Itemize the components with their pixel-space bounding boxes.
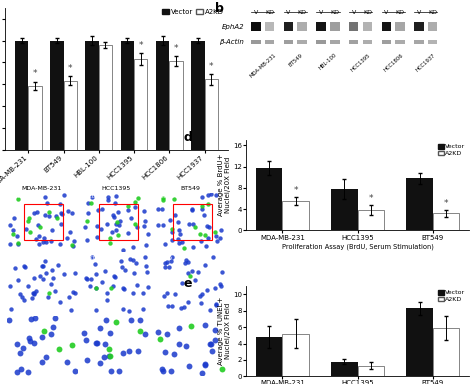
Bar <box>407 178 433 230</box>
Bar <box>433 214 459 230</box>
Bar <box>395 22 405 31</box>
Text: KD: KD <box>265 10 274 15</box>
Y-axis label: Average % BrdU+
Nuclei/20X Field: Average % BrdU+ Nuclei/20X Field <box>219 154 231 217</box>
Bar <box>50 41 64 150</box>
Text: β-Actin: β-Actin <box>219 39 244 45</box>
Legend: Vector, A2KD: Vector, A2KD <box>437 289 466 303</box>
Bar <box>382 40 391 44</box>
Text: d: d <box>183 131 192 144</box>
Bar <box>284 40 293 44</box>
Text: *: * <box>293 186 298 195</box>
Bar <box>433 328 459 376</box>
Bar <box>64 81 77 150</box>
Bar <box>283 201 309 230</box>
Bar <box>357 366 384 376</box>
Bar <box>121 41 134 150</box>
Text: *: * <box>174 44 178 53</box>
Text: HBL-100: HBL-100 <box>318 53 338 71</box>
Bar <box>85 41 99 150</box>
Bar <box>395 40 405 44</box>
Bar <box>251 22 261 31</box>
Text: BT549: BT549 <box>287 53 303 68</box>
Text: *: * <box>138 41 143 50</box>
Bar <box>191 41 204 150</box>
Bar <box>251 40 261 44</box>
Bar <box>414 40 424 44</box>
Bar <box>265 22 274 31</box>
Bar <box>407 308 433 376</box>
Text: HCC1395: HCC1395 <box>102 186 131 191</box>
Text: MDA-MB-231: MDA-MB-231 <box>248 53 277 79</box>
Text: MDA-MB-231: MDA-MB-231 <box>22 186 62 191</box>
Text: V: V <box>417 10 421 15</box>
Bar <box>428 22 438 31</box>
Bar <box>331 362 357 376</box>
Text: *: * <box>68 64 73 73</box>
Bar <box>349 22 358 31</box>
Text: V: V <box>254 10 258 15</box>
Bar <box>363 40 372 44</box>
Text: *: * <box>368 194 373 203</box>
Text: BT549: BT549 <box>181 186 201 191</box>
Text: KD: KD <box>363 10 372 15</box>
Bar <box>363 22 372 31</box>
Bar <box>428 40 438 44</box>
Bar <box>28 86 42 150</box>
Bar <box>283 334 309 376</box>
Bar <box>330 22 339 31</box>
Legend: Vector, A2KD: Vector, A2KD <box>437 143 466 157</box>
Bar <box>349 40 358 44</box>
Text: KD: KD <box>298 10 307 15</box>
Text: *: * <box>444 199 448 208</box>
Bar <box>256 337 283 376</box>
Text: V: V <box>352 10 356 15</box>
Text: b: b <box>215 2 224 15</box>
Bar <box>330 40 339 44</box>
Text: EphA2: EphA2 <box>221 23 244 30</box>
Text: V: V <box>319 10 323 15</box>
Bar <box>382 22 391 31</box>
Bar <box>298 40 307 44</box>
Bar <box>99 45 112 150</box>
Bar <box>265 40 274 44</box>
Text: KD: KD <box>330 10 339 15</box>
Text: KD: KD <box>396 10 405 15</box>
Bar <box>284 22 293 31</box>
Text: *: * <box>33 70 37 78</box>
Bar <box>256 168 283 230</box>
Text: KD: KD <box>428 10 437 15</box>
Bar <box>316 40 326 44</box>
Text: HCC1395: HCC1395 <box>350 53 372 73</box>
X-axis label: Proliferation Assay (BrdU, Serum Stimulation): Proliferation Assay (BrdU, Serum Stimula… <box>282 243 434 250</box>
Bar <box>298 22 307 31</box>
Text: V: V <box>384 10 389 15</box>
Bar <box>204 79 218 150</box>
Bar <box>134 59 147 150</box>
Bar <box>156 41 169 150</box>
Bar <box>414 22 424 31</box>
Text: e: e <box>183 277 192 290</box>
Legend: Vector, A2KD: Vector, A2KD <box>161 8 225 16</box>
Bar <box>316 22 326 31</box>
Text: HCC1806: HCC1806 <box>383 53 404 73</box>
Text: *: * <box>209 62 213 71</box>
Text: V: V <box>286 10 291 15</box>
Bar <box>331 189 357 230</box>
Y-axis label: Average % TUNEL+
Nuclei/20X Field: Average % TUNEL+ Nuclei/20X Field <box>219 297 231 366</box>
Text: HCC1937: HCC1937 <box>415 53 437 73</box>
Bar <box>15 41 28 150</box>
Bar <box>357 210 384 230</box>
Bar <box>169 61 182 150</box>
